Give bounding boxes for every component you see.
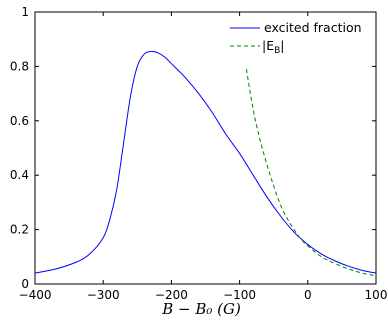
legend-label-eb-sub: B	[274, 46, 280, 56]
y-tick-label: 0.2	[10, 223, 29, 237]
plot-frame	[34, 11, 377, 285]
y-tick-label: 0	[21, 277, 29, 291]
y-tick-label: 0.4	[10, 168, 29, 182]
series-layer	[34, 50, 377, 277]
y-tick-labels: 0 0.2 0.4 0.6 0.8 1	[10, 5, 29, 291]
x-tick-label: −300	[87, 288, 120, 302]
tick-marks	[34, 11, 377, 285]
y-tick-label: 0.6	[10, 114, 29, 128]
x-tick-label: −200	[155, 288, 188, 302]
series-line-eb	[245, 69, 377, 277]
series-line-excited-fraction	[34, 50, 377, 274]
y-tick-label: 1	[21, 5, 29, 19]
legend-label-excited-fraction: excited fraction	[264, 20, 362, 35]
x-tick-labels: −400 −300 −200 −100 0 100	[19, 288, 388, 302]
x-tick-label: −400	[19, 288, 52, 302]
y-tick-label: 0.8	[10, 59, 29, 73]
x-tick-label: −100	[223, 288, 256, 302]
x-tick-label: 0	[304, 288, 312, 302]
legend-label-eb-main: |E	[262, 38, 274, 53]
x-tick-label: 100	[365, 288, 388, 302]
legend-label-eb: |EB|	[262, 38, 285, 56]
legend-label-eb-end: |	[280, 38, 284, 53]
legend: excited fraction |EB|	[230, 20, 362, 56]
x-axis-title: B − B₀ (G)	[161, 300, 241, 318]
